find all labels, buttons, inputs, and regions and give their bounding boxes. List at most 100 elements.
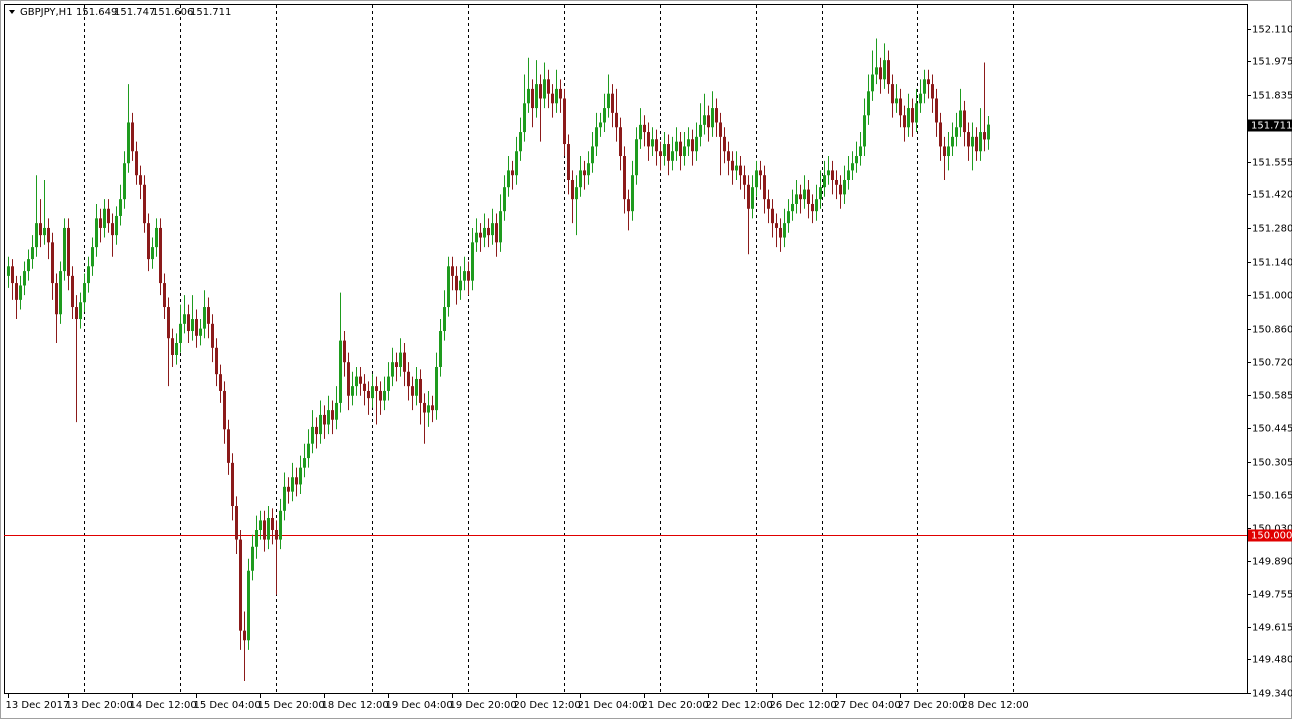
y-tick-label: 151.140 bbox=[1252, 258, 1292, 269]
candle-body bbox=[743, 175, 746, 185]
candle-body bbox=[619, 127, 622, 157]
candle-body bbox=[987, 124, 990, 140]
candle-body bbox=[411, 386, 414, 396]
candle-body bbox=[79, 302, 82, 320]
candle-body bbox=[731, 160, 734, 171]
candle-body bbox=[679, 141, 682, 157]
candle-body bbox=[51, 242, 54, 284]
candle-body bbox=[463, 271, 466, 281]
candle-body bbox=[263, 520, 266, 540]
candle-body bbox=[715, 108, 718, 123]
candle-body bbox=[199, 328, 202, 336]
candle-body bbox=[211, 323, 214, 348]
candle-body bbox=[595, 127, 598, 147]
candle-body bbox=[487, 227, 490, 236]
candle-body bbox=[271, 518, 274, 530]
y-tick-label: 151.280 bbox=[1252, 224, 1292, 235]
candle-body bbox=[363, 383, 366, 391]
candle-body bbox=[659, 151, 662, 157]
candle-body bbox=[903, 115, 906, 128]
candle-body bbox=[799, 194, 802, 200]
candle-body bbox=[711, 108, 714, 128]
candle-body bbox=[635, 139, 638, 176]
candle-body bbox=[859, 146, 862, 157]
candle-body bbox=[323, 414, 326, 425]
candle-body bbox=[815, 199, 818, 212]
y-tick-label: 152.110 bbox=[1252, 25, 1292, 36]
candle-body bbox=[339, 340, 342, 403]
x-tick-label: 19 Dec 04:00 bbox=[386, 700, 453, 711]
candle-body bbox=[299, 467, 302, 485]
candle-body bbox=[127, 122, 130, 164]
x-tick-label: 15 Dec 04:00 bbox=[194, 700, 261, 711]
candle-body bbox=[139, 175, 142, 185]
candle-body bbox=[631, 175, 634, 212]
candle-body bbox=[439, 331, 442, 367]
candle-body bbox=[367, 390, 370, 399]
candle-body bbox=[335, 402, 338, 420]
x-tick-label: 14 Dec 12:00 bbox=[130, 700, 197, 711]
y-tick-label: 150.720 bbox=[1252, 358, 1292, 369]
candle-body bbox=[431, 405, 434, 411]
candle-body bbox=[327, 410, 330, 425]
candle-body bbox=[767, 199, 770, 209]
y-tick-label: 151.555 bbox=[1252, 158, 1292, 169]
x-tick-label: 28 Dec 12:00 bbox=[962, 700, 1029, 711]
candle-body bbox=[939, 122, 942, 147]
candle-body bbox=[979, 132, 982, 152]
y-tick-label: 149.890 bbox=[1252, 557, 1292, 568]
menu-arrow[interactable] bbox=[9, 10, 15, 14]
candle-body bbox=[699, 124, 702, 137]
x-tick-label: 19 Dec 20:00 bbox=[450, 700, 517, 711]
candle-body bbox=[671, 151, 674, 161]
y-tick-label: 149.340 bbox=[1252, 689, 1292, 700]
candle-body bbox=[7, 266, 10, 276]
candle-body bbox=[307, 443, 310, 459]
candle-body bbox=[471, 242, 474, 281]
candle-body bbox=[623, 156, 626, 200]
candle-body bbox=[675, 141, 678, 152]
candle-body bbox=[391, 362, 394, 377]
candle-body bbox=[183, 314, 186, 324]
level-label: 150.000 bbox=[1251, 531, 1292, 542]
x-tick-label: 26 Dec 12:00 bbox=[770, 700, 837, 711]
candle-body bbox=[179, 323, 182, 344]
y-tick-label: 150.445 bbox=[1252, 424, 1292, 435]
y-tick-label: 150.305 bbox=[1252, 458, 1292, 469]
candle-body bbox=[583, 170, 586, 176]
candle-body bbox=[807, 189, 810, 204]
x-tick-label: 18 Dec 12:00 bbox=[322, 700, 389, 711]
candle-body bbox=[571, 179, 574, 200]
x-tick-label: 22 Dec 12:00 bbox=[706, 700, 773, 711]
y-tick-label: 150.165 bbox=[1252, 491, 1292, 502]
candle-body bbox=[467, 271, 470, 281]
candle-body bbox=[187, 314, 190, 332]
y-tick-label: 151.000 bbox=[1252, 291, 1292, 302]
y-tick-label: 149.480 bbox=[1252, 655, 1292, 666]
candle-body bbox=[499, 211, 502, 243]
candle-body bbox=[419, 378, 422, 403]
candle-body bbox=[423, 402, 426, 413]
candle-body bbox=[915, 103, 918, 123]
open-value: 151.649 bbox=[76, 7, 117, 18]
candle-body bbox=[115, 215, 118, 236]
candle-body bbox=[311, 426, 314, 444]
candle-body bbox=[395, 362, 398, 367]
candle-body bbox=[895, 98, 898, 104]
candle-body bbox=[359, 376, 362, 384]
x-tick-label: 13 Dec 20:00 bbox=[66, 700, 133, 711]
candle-body bbox=[667, 144, 670, 161]
candle-body bbox=[75, 307, 78, 320]
candle-body bbox=[291, 477, 294, 492]
candle-body bbox=[123, 163, 126, 200]
y-tick-label: 151.835 bbox=[1252, 91, 1292, 102]
candle-body bbox=[535, 84, 538, 109]
y-tick-label: 149.615 bbox=[1252, 623, 1292, 634]
candle-body bbox=[91, 247, 94, 267]
low-value: 151.606 bbox=[152, 7, 193, 18]
candle-body bbox=[287, 486, 290, 492]
candle-body bbox=[239, 539, 242, 631]
candle-body bbox=[443, 307, 446, 332]
candle-body bbox=[483, 227, 486, 238]
